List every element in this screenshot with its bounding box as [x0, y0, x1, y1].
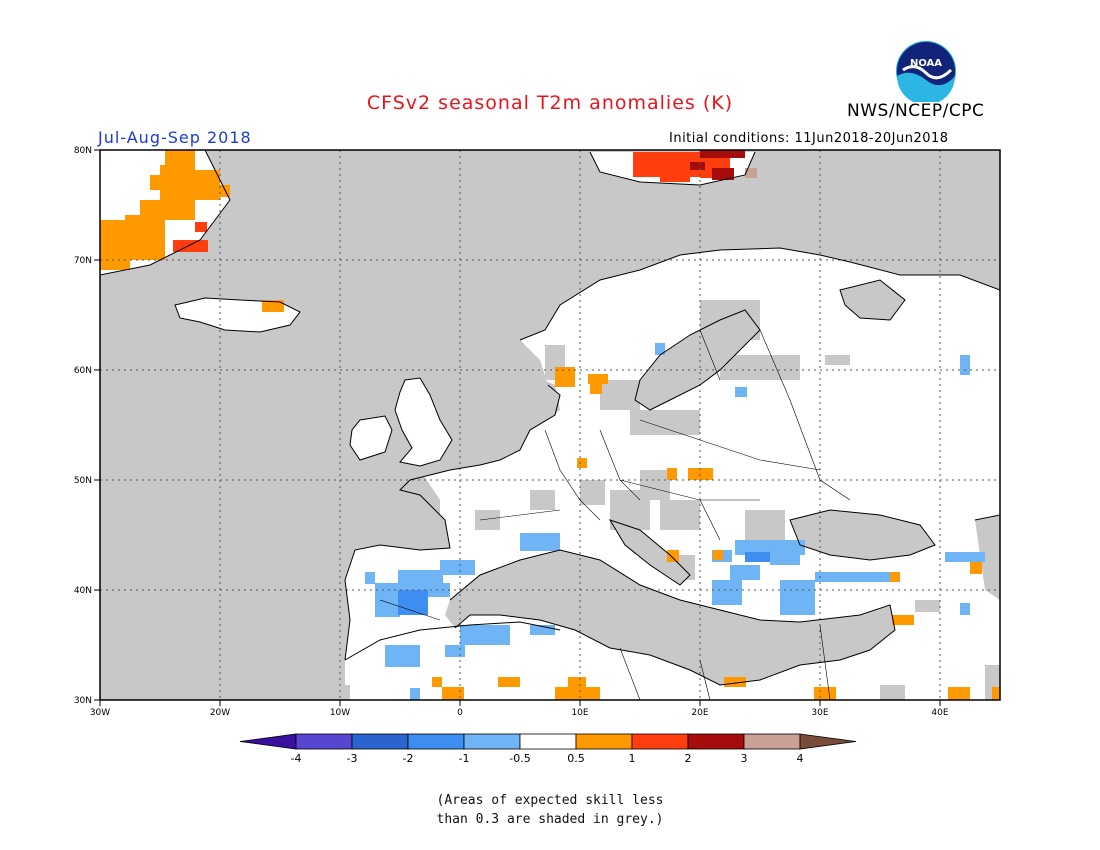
skill-note-line1: (Areas of expected skill less — [436, 793, 664, 808]
colorbar-label: -3 — [347, 752, 358, 765]
lat-label: 80N — [74, 146, 92, 156]
cells-dark-red — [690, 150, 745, 180]
lat-label: 70N — [74, 256, 92, 266]
colorbar-segment — [351, 733, 409, 750]
logo-text: NOAA — [910, 58, 942, 69]
colorbar-segment — [743, 733, 801, 750]
lon-label: 10W — [330, 708, 350, 718]
lon-label: 30W — [90, 708, 110, 718]
colorbar-label: -0.5 — [509, 752, 530, 765]
lon-label: 0 — [457, 708, 463, 718]
colorbar-label: 3 — [741, 752, 748, 765]
lon-label: 20E — [691, 708, 708, 718]
colorbar-min-arrow — [239, 733, 297, 750]
axis-ticks — [94, 149, 941, 706]
cells-orange — [100, 150, 1000, 700]
lon-label: 20W — [210, 708, 230, 718]
colorbar-label: 1 — [629, 752, 636, 765]
lon-label: 40E — [931, 708, 948, 718]
colorbar-segment — [295, 733, 353, 750]
forecast-period: Jul-Aug-Sep 2018 — [98, 128, 252, 147]
colorbar-label: -1 — [459, 752, 470, 765]
colorbar-segment — [631, 733, 689, 750]
colorbar: -4 -3 -2 -1 -0.5 0.5 1 2 3 4 — [239, 733, 857, 765]
agency-label: NWS/NCEP/CPC — [847, 101, 985, 121]
colorbar-segment — [687, 733, 745, 750]
colorbar-label: 4 — [797, 752, 804, 765]
lat-label: 30N — [74, 696, 92, 706]
cells-medium-blue — [398, 552, 770, 615]
colorbar-label: -2 — [403, 752, 414, 765]
skill-note-line2: than 0.3 are shaded in grey.) — [436, 812, 664, 827]
colorbar-segment — [575, 733, 633, 750]
chart-title: CFSv2 seasonal T2m anomalies (K) — [366, 92, 734, 114]
colorbar-label: 2 — [685, 752, 692, 765]
lon-label: 30E — [811, 708, 828, 718]
cells-light-blue — [365, 343, 985, 700]
colorbar-segment — [519, 733, 577, 750]
lon-label: 10E — [571, 708, 588, 718]
cells-brown — [745, 168, 757, 178]
noaa-logo: NOAA — [896, 41, 956, 102]
lon-labels: 30W 20W 10W 0 10E 20E 30E 40E — [90, 708, 949, 718]
coastlines — [100, 150, 1000, 686]
country-borders — [379, 329, 851, 700]
initial-conditions: Initial conditions: 11Jun2018-20Jun2018 — [669, 131, 949, 146]
lat-label: 40N — [74, 586, 92, 596]
colorbar-label: -4 — [291, 752, 302, 765]
lat-label: 50N — [74, 476, 92, 486]
map-frame — [99, 149, 1001, 701]
graticule — [100, 150, 1000, 700]
lat-label: 60N — [74, 366, 92, 376]
colorbar-label: 0.5 — [567, 752, 585, 765]
lat-labels: 80N 70N 60N 50N 40N 30N — [74, 146, 92, 706]
colorbar-max-arrow — [799, 733, 857, 750]
colorbar-segment — [407, 733, 465, 750]
colorbar-segment — [463, 733, 521, 750]
